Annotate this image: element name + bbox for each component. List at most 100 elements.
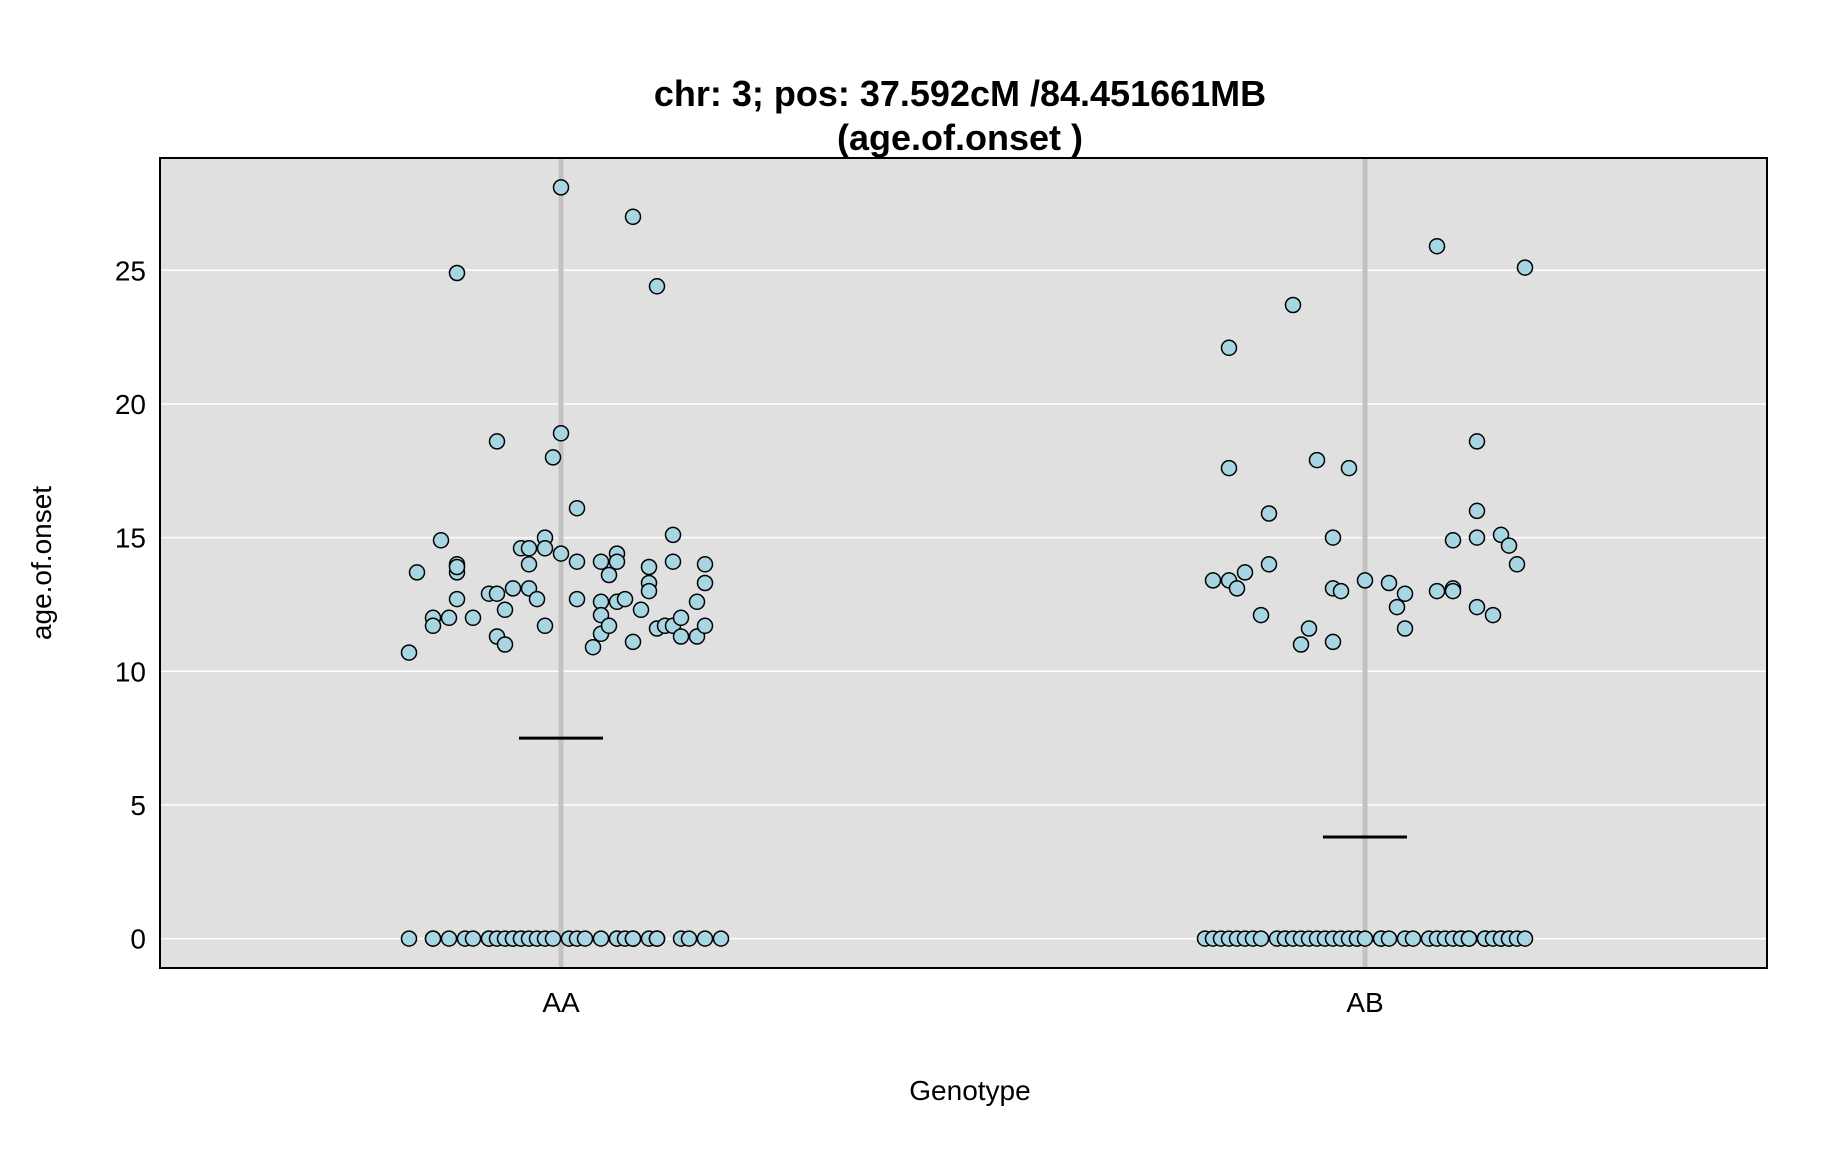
data-point	[1324, 633, 1342, 651]
data-point	[1516, 259, 1534, 276]
data-point	[520, 556, 538, 573]
y-axis-label: age.of.onset	[26, 486, 57, 640]
mean-lines	[519, 736, 1407, 839]
data-point	[536, 540, 554, 557]
y-tick-label-5: 5	[130, 790, 146, 821]
data-point	[552, 179, 570, 196]
data-point	[464, 930, 482, 947]
data-point	[552, 545, 570, 562]
data-point	[1396, 620, 1414, 637]
data-point	[536, 617, 554, 635]
data-point	[1356, 572, 1374, 589]
data-point	[1468, 598, 1486, 616]
data-point	[1428, 582, 1446, 600]
data-point	[496, 636, 514, 653]
data-point	[600, 566, 618, 584]
data-point	[688, 593, 706, 611]
data-point	[1444, 532, 1462, 549]
data-point	[696, 617, 714, 635]
data-point	[488, 585, 506, 602]
data-point	[1380, 930, 1398, 947]
data-point	[712, 930, 730, 947]
data-point	[1228, 580, 1246, 597]
data-point	[1460, 930, 1478, 947]
data-point	[504, 580, 522, 597]
data-point	[1444, 582, 1462, 600]
data-point	[672, 628, 690, 645]
data-point	[624, 208, 642, 226]
data-point	[1260, 556, 1278, 573]
data-point	[696, 556, 714, 573]
data-point	[424, 617, 442, 635]
data-point	[1388, 598, 1406, 616]
data-point	[544, 449, 562, 466]
x-tick-label-AB: AB	[1346, 987, 1383, 1018]
data-point	[584, 638, 602, 656]
data-point	[408, 564, 426, 581]
data-point	[664, 526, 682, 544]
chart-title-line-2: (age.of.onset )	[837, 117, 1083, 158]
data-point	[600, 617, 618, 635]
data-point	[1308, 451, 1326, 469]
data-point	[648, 930, 666, 947]
data-point	[1484, 606, 1502, 624]
y-axis-ticks: 0 5 10 15 20 25	[115, 255, 146, 954]
data-point	[592, 553, 610, 570]
data-point	[448, 264, 466, 282]
data-point	[1356, 930, 1374, 947]
data-point	[400, 644, 418, 661]
data-point	[464, 609, 482, 627]
data-point	[488, 433, 506, 450]
x-tick-label-AA: AA	[542, 987, 580, 1018]
data-point	[568, 590, 586, 608]
y-tick-label-0: 0	[130, 924, 146, 955]
data-point	[616, 590, 634, 608]
data-point	[696, 574, 714, 592]
data-point	[1396, 585, 1414, 602]
data-point	[664, 553, 682, 570]
data-point	[1468, 529, 1486, 546]
data-point	[440, 930, 458, 947]
data-point	[632, 601, 650, 619]
data-point	[1220, 339, 1238, 357]
plot-panel	[160, 158, 1767, 968]
data-point	[528, 590, 546, 608]
data-point	[1332, 582, 1350, 600]
y-tick-label-10: 10	[115, 656, 146, 687]
data-point	[496, 601, 514, 619]
data-point	[1204, 572, 1222, 589]
data-point	[1340, 459, 1358, 477]
data-point	[640, 582, 658, 600]
data-point	[440, 609, 458, 627]
data-point	[520, 540, 538, 557]
y-tick-label-15: 15	[115, 523, 146, 554]
data-point	[1252, 606, 1270, 624]
data-point	[672, 609, 690, 627]
data-point	[1300, 620, 1318, 637]
data-point	[640, 558, 658, 576]
data-point	[552, 425, 570, 442]
data-point	[1292, 636, 1310, 653]
data-point	[608, 553, 626, 570]
data-point	[568, 499, 586, 517]
data-point	[1236, 564, 1254, 581]
category-lines	[558, 158, 1368, 968]
data-point	[1380, 574, 1398, 592]
data-point	[624, 930, 642, 947]
data-point	[568, 553, 586, 570]
data-point	[1404, 930, 1422, 947]
data-point	[1508, 556, 1526, 573]
data-point	[424, 930, 442, 947]
data-point	[1428, 237, 1446, 255]
data-point	[1260, 505, 1278, 522]
data-points	[400, 179, 1534, 947]
data-point	[1252, 930, 1270, 947]
data-point	[592, 930, 610, 947]
y-tick-label-25: 25	[115, 255, 146, 286]
data-point	[648, 278, 666, 295]
data-point	[624, 633, 642, 651]
data-point	[1220, 459, 1238, 477]
data-point	[680, 930, 698, 947]
x-axis-ticks: AA AB	[542, 987, 1383, 1018]
data-point	[576, 930, 594, 947]
